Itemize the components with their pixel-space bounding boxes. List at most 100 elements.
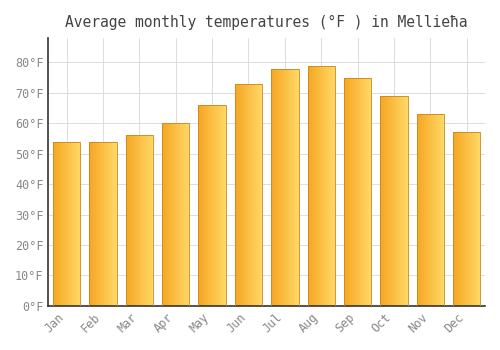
Bar — [383, 96, 384, 306]
Bar — [276, 69, 278, 306]
Bar — [215, 105, 216, 306]
Bar — [183, 123, 184, 306]
Bar — [178, 123, 179, 306]
Bar — [326, 65, 328, 306]
Bar — [102, 141, 103, 306]
Bar — [252, 84, 254, 306]
Bar — [218, 105, 219, 306]
Bar — [74, 141, 76, 306]
Bar — [181, 123, 182, 306]
Bar — [109, 141, 110, 306]
Bar — [454, 132, 455, 306]
Bar — [433, 114, 434, 306]
Bar — [64, 141, 65, 306]
Bar — [420, 114, 421, 306]
Bar — [346, 78, 348, 306]
Bar — [212, 105, 213, 306]
Bar — [134, 135, 135, 306]
Bar — [236, 84, 237, 306]
Bar — [286, 69, 287, 306]
Bar — [358, 78, 359, 306]
Bar — [225, 105, 226, 306]
Bar — [256, 84, 258, 306]
Bar — [235, 84, 236, 306]
Bar — [167, 123, 168, 306]
Bar — [182, 123, 183, 306]
Bar — [136, 135, 138, 306]
Bar — [278, 69, 280, 306]
Bar — [313, 65, 314, 306]
Bar — [54, 141, 55, 306]
Bar — [429, 114, 430, 306]
Bar — [172, 123, 173, 306]
Bar — [206, 105, 208, 306]
Bar — [163, 123, 164, 306]
Bar — [202, 105, 203, 306]
Bar — [97, 141, 98, 306]
Bar — [283, 69, 284, 306]
Bar — [166, 123, 167, 306]
Bar — [308, 65, 335, 306]
Bar — [152, 135, 153, 306]
Bar — [112, 141, 113, 306]
Bar — [351, 78, 352, 306]
Bar — [368, 78, 369, 306]
Bar — [171, 123, 172, 306]
Bar — [204, 105, 206, 306]
Bar — [129, 135, 130, 306]
Bar — [65, 141, 66, 306]
Bar — [62, 141, 63, 306]
Bar — [464, 132, 465, 306]
Bar — [421, 114, 422, 306]
Bar — [475, 132, 476, 306]
Bar — [324, 65, 326, 306]
Bar — [458, 132, 460, 306]
Bar — [293, 69, 294, 306]
Bar — [417, 114, 444, 306]
Bar — [271, 69, 272, 306]
Bar — [66, 141, 67, 306]
Bar — [110, 141, 111, 306]
Bar — [198, 105, 226, 306]
Bar — [422, 114, 423, 306]
Bar — [57, 141, 58, 306]
Bar — [126, 135, 153, 306]
Bar — [460, 132, 462, 306]
Bar — [290, 69, 291, 306]
Bar — [126, 135, 127, 306]
Bar — [478, 132, 479, 306]
Bar — [387, 96, 388, 306]
Bar — [272, 69, 274, 306]
Bar — [247, 84, 248, 306]
Bar — [101, 141, 102, 306]
Bar — [333, 65, 334, 306]
Bar — [417, 114, 418, 306]
Bar — [396, 96, 397, 306]
Bar — [147, 135, 148, 306]
Bar — [138, 135, 140, 306]
Bar — [479, 132, 480, 306]
Bar — [423, 114, 424, 306]
Bar — [453, 132, 480, 306]
Bar — [399, 96, 400, 306]
Bar — [311, 65, 312, 306]
Bar — [113, 141, 114, 306]
Bar — [428, 114, 429, 306]
Bar — [145, 135, 146, 306]
Bar — [244, 84, 245, 306]
Bar — [208, 105, 210, 306]
Bar — [239, 84, 240, 306]
Bar — [140, 135, 141, 306]
Bar — [355, 78, 356, 306]
Bar — [210, 105, 212, 306]
Bar — [440, 114, 442, 306]
Bar — [322, 65, 324, 306]
Bar — [254, 84, 256, 306]
Bar — [170, 123, 171, 306]
Bar — [164, 123, 165, 306]
Bar — [271, 69, 298, 306]
Bar — [201, 105, 202, 306]
Bar — [405, 96, 406, 306]
Bar — [466, 132, 467, 306]
Bar — [370, 78, 372, 306]
